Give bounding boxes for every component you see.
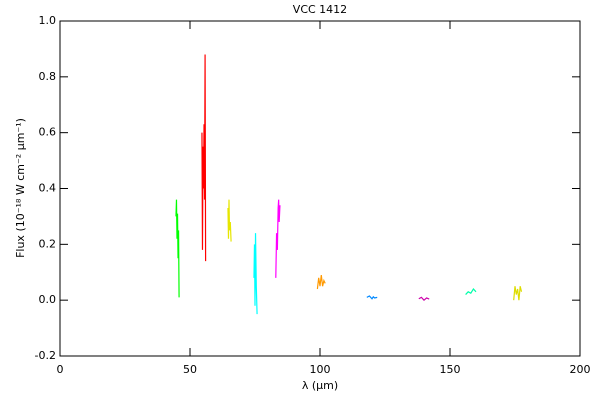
spectrum-line [366, 295, 378, 300]
y-tick-label: 0.6 [39, 126, 57, 139]
x-tick-label: 150 [440, 363, 461, 376]
y-axis-label: Flux (10⁻¹⁸ W cm⁻² μm⁻¹) [14, 118, 27, 258]
y-tick-label: 0.4 [39, 182, 57, 195]
spectrum-line [275, 199, 281, 278]
spectrum-line [513, 286, 523, 301]
y-tick-label: 1.0 [39, 14, 57, 27]
x-tick-label: 0 [57, 363, 64, 376]
x-tick-label: 100 [310, 363, 331, 376]
y-tick-label: 0.8 [39, 70, 57, 83]
chart-title: VCC 1412 [293, 3, 347, 16]
plot-frame [59, 20, 581, 357]
spectrum-line [465, 288, 477, 295]
y-tick-label: 0.0 [39, 293, 57, 306]
x-tick-label: 200 [570, 363, 591, 376]
spectrum-line [316, 274, 326, 290]
spectrum-line [227, 199, 232, 242]
y-tick-label: 0.2 [39, 237, 57, 250]
spectrum-line [253, 233, 258, 315]
spectrum-line [201, 54, 207, 262]
spectrum-line [418, 296, 430, 301]
x-axis-label: λ (μm) [302, 379, 338, 392]
spectrum-line [175, 199, 180, 298]
y-tick-label: -0.2 [35, 349, 56, 362]
x-tick-label: 50 [183, 363, 197, 376]
